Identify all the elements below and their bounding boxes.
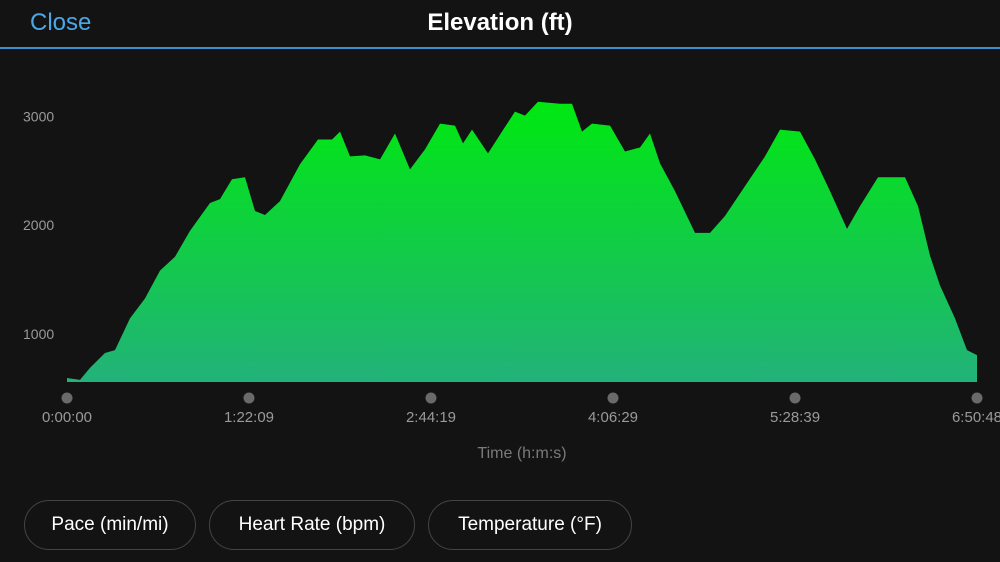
x-tick-dot — [607, 392, 619, 404]
y-tick-label: 2000 — [23, 217, 54, 233]
x-tick-dot — [971, 392, 983, 404]
x-tick-label: 6:50:48 — [952, 409, 1000, 426]
elevation-area — [67, 101, 977, 382]
x-tick-dot — [425, 392, 437, 404]
x-tick-dot — [243, 392, 255, 404]
top-bar: Close Elevation (ft) — [0, 0, 1000, 49]
chart: 1000 2000 3000 0:00:00 1:22:09 2:44:19 4:06:29… — [23, 101, 1000, 462]
y-tick-label: 3000 — [23, 108, 54, 124]
x-tick-dot — [61, 392, 73, 404]
x-tick-label: 5:28:39 — [770, 409, 820, 426]
x-tick-label: 4:06:29 — [588, 409, 638, 426]
x-tick-label: 2:44:19 — [406, 409, 456, 426]
heart-rate-button[interactable]: Heart Rate (bpm) — [209, 500, 415, 550]
x-tick-label: 0:00:00 — [42, 409, 92, 426]
y-tick-label: 1000 — [23, 326, 54, 342]
x-tick-dot — [789, 392, 801, 404]
x-axis-label: Time (h:m:s) — [477, 445, 566, 462]
screen-title: Elevation (ft) — [427, 9, 573, 36]
close-button[interactable]: Close — [30, 9, 92, 36]
pace-button[interactable]: Pace (min/mi) — [24, 500, 196, 550]
x-tick-label: 1:22:09 — [224, 409, 274, 426]
temperature-button[interactable]: Temperature (°F) — [428, 500, 632, 550]
